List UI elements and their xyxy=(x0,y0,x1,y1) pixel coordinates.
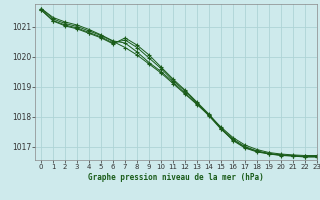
X-axis label: Graphe pression niveau de la mer (hPa): Graphe pression niveau de la mer (hPa) xyxy=(88,173,264,182)
